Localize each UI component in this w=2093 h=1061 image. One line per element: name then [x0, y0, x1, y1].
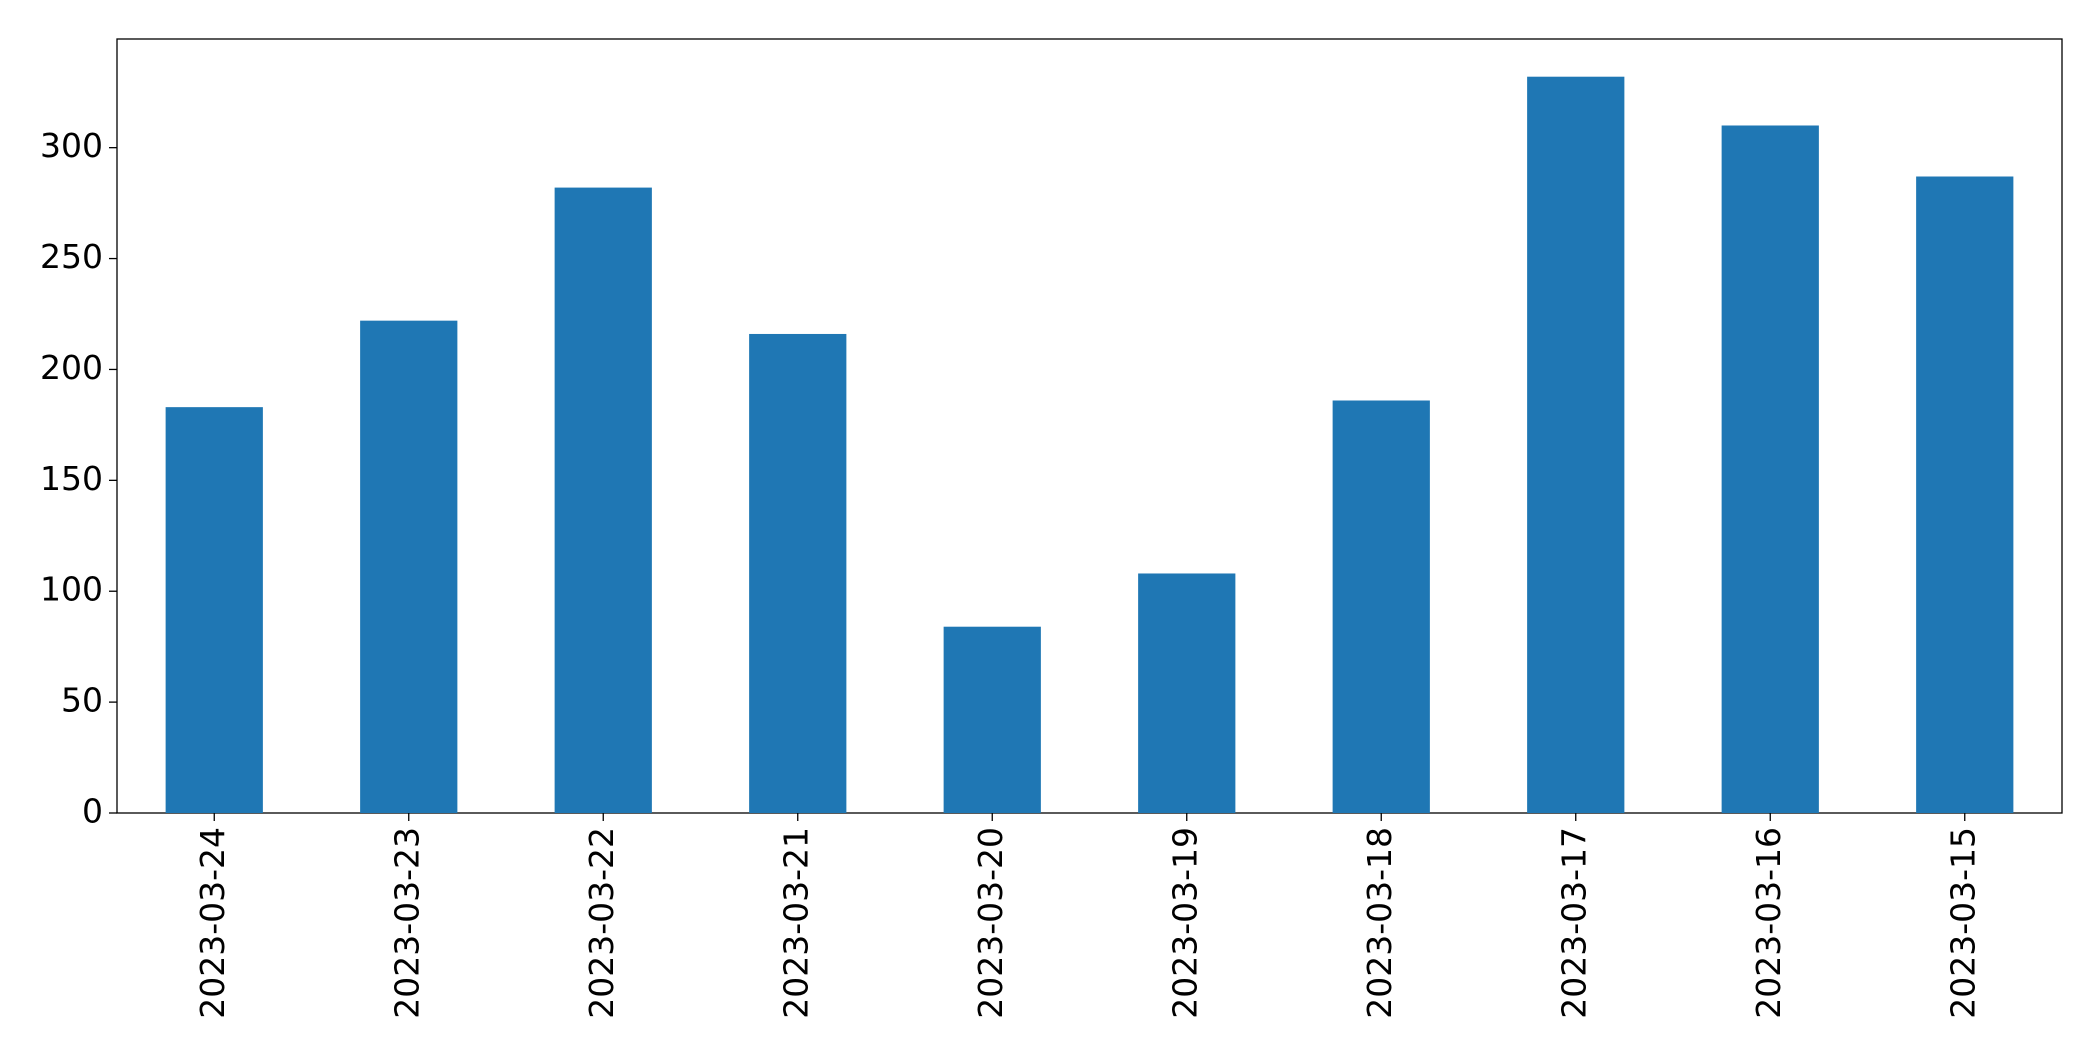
x-tick-label: 2023-03-22 — [582, 827, 621, 1019]
bar — [554, 187, 652, 813]
x-tick-label: 2023-03-15 — [1943, 827, 1982, 1019]
x-tick-label: 2023-03-20 — [971, 827, 1010, 1019]
plot-frame — [116, 38, 2063, 814]
x-tick-label: 2023-03-18 — [1360, 827, 1399, 1019]
y-tick-label: 100 — [40, 570, 103, 609]
x-tick-label: 2023-03-24 — [193, 827, 232, 1019]
y-tick-label: 150 — [40, 459, 103, 498]
x-tick-label: 2023-03-17 — [1554, 827, 1593, 1019]
bar — [943, 626, 1041, 813]
x-tick-label: 2023-03-23 — [387, 827, 426, 1019]
x-tick-label: 2023-03-21 — [776, 827, 815, 1019]
x-tick-label: 2023-03-19 — [1165, 827, 1204, 1019]
bar — [1916, 176, 2014, 813]
bar — [360, 320, 458, 813]
bar — [1332, 400, 1430, 813]
bar — [1527, 76, 1625, 813]
bar — [165, 407, 263, 813]
x-tick-label: 2023-03-16 — [1749, 827, 1788, 1019]
y-tick-label: 300 — [40, 126, 103, 165]
y-tick-label: 250 — [40, 237, 103, 276]
y-tick-label: 200 — [40, 348, 103, 387]
bar — [749, 333, 847, 813]
y-tick-label: 50 — [61, 681, 103, 720]
y-tick-label: 0 — [82, 792, 103, 831]
bar — [1721, 125, 1819, 813]
bar — [1138, 573, 1236, 813]
